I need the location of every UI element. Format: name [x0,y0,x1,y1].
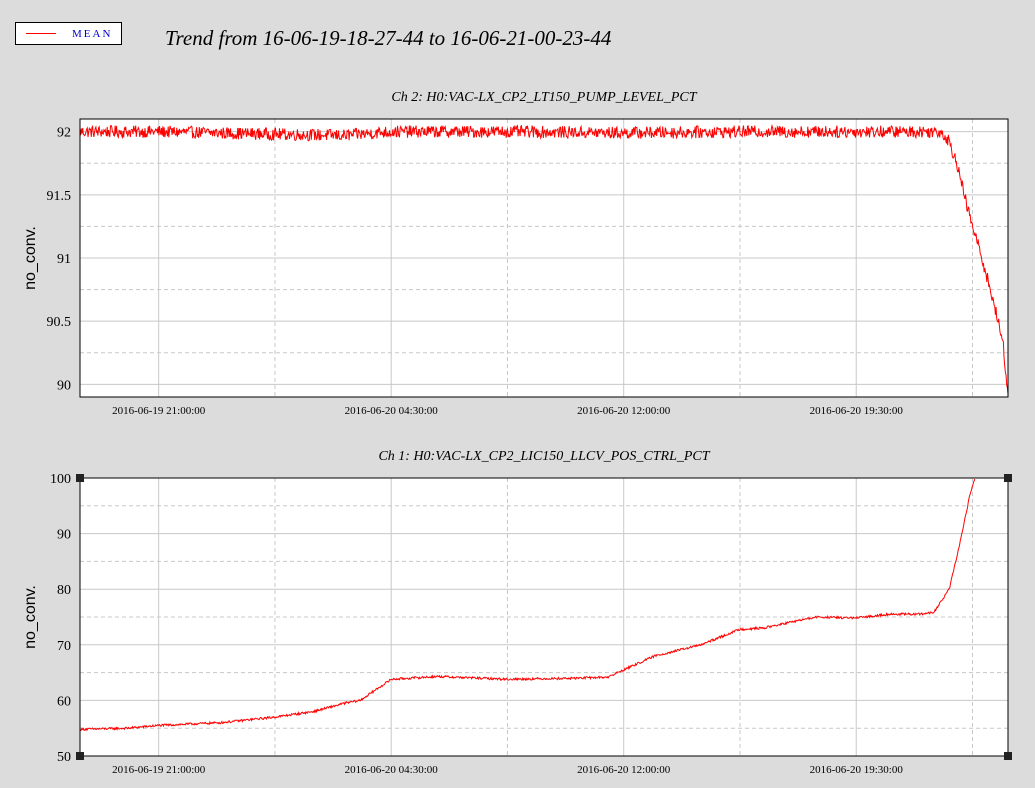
x-tick-label: 2016-06-20 04:30:00 [345,764,439,776]
x-tick-label: 2016-06-20 04:30:00 [345,405,439,417]
x-tick-label: 2016-06-20 19:30:00 [810,764,904,776]
series-line [79,123,1009,394]
plot-frame [79,477,1009,757]
resize-handle[interactable] [1004,474,1012,482]
x-tick-label: 2016-06-20 12:00:00 [577,764,671,776]
y-tick-label: 92 [57,126,71,141]
y-tick-label: 50 [57,750,71,765]
y-tick-label: 70 [57,639,71,654]
x-tick-label: 2016-06-19 21:00:00 [112,405,206,417]
y-tick-label: 90 [57,378,71,393]
y-tick-label: 91.5 [47,189,72,204]
chart-title: Ch 2: H0:VAC-LX_CP2_LT150_PUMP_LEVEL_PCT [391,90,697,105]
chart-panel-2: Ch 1: H0:VAC-LX_CP2_LIC150_LLCV_POS_CTRL… [22,449,1012,776]
x-tick-label: 2016-06-19 21:00:00 [112,764,206,776]
y-tick-label: 91 [57,252,71,267]
resize-handle[interactable] [76,474,84,482]
y-tick-label: 90.5 [47,315,72,330]
y-tick-label: 90 [57,528,71,543]
plot-frame [79,118,1009,398]
y-tick-label: 80 [57,583,71,598]
x-tick-label: 2016-06-20 19:30:00 [810,405,904,417]
legend-swatch-line [26,33,56,34]
chart-panel-1: Ch 2: H0:VAC-LX_CP2_LT150_PUMP_LEVEL_PCT… [22,90,1009,417]
series-line [79,478,976,732]
chart-title: Ch 1: H0:VAC-LX_CP2_LIC150_LLCV_POS_CTRL… [378,449,710,464]
resize-handle[interactable] [76,752,84,760]
y-tick-label: 100 [50,472,71,487]
y-tick-label: 60 [57,694,71,709]
legend-label: MEAN [72,28,113,40]
trend-title: Trend from 16-06-19-18-27-44 to 16-06-21… [165,26,612,50]
y-axis-label: no_conv. [22,585,39,649]
y-axis-label: no_conv. [22,226,39,290]
x-tick-label: 2016-06-20 12:00:00 [577,405,671,417]
resize-handle[interactable] [1004,752,1012,760]
legend: MEAN [15,22,122,45]
